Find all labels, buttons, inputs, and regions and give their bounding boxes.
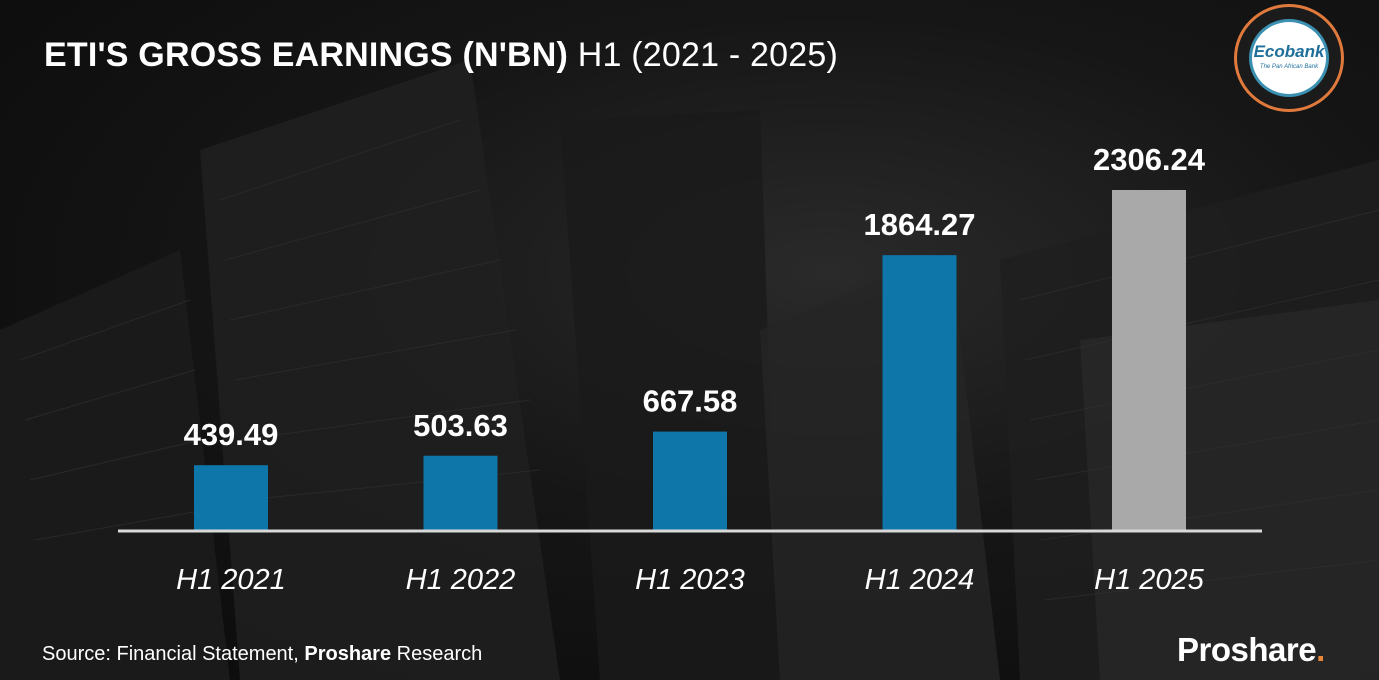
- ecobank-logo-tagline: The Pan African Bank: [1259, 64, 1319, 70]
- chart-title-period: H1 (2021 - 2025): [577, 36, 838, 74]
- source-note: Source: Financial Statement, Proshare Re…: [42, 643, 482, 666]
- data-label: 667.58: [643, 384, 738, 419]
- x-tick-label: H1 2022: [406, 564, 516, 596]
- bar-h1-2024: [882, 255, 957, 531]
- chart-title: ETI'S GROSS EARNINGS (N'BN) H1 (2021 - 2…: [44, 36, 838, 75]
- proshare-logo-wordmark: Proshare: [1177, 631, 1317, 668]
- bar-h1-2021: [194, 465, 268, 530]
- data-label: 2306.24: [1093, 142, 1206, 177]
- bar-h1-2025: [1112, 190, 1186, 530]
- proshare-logo-dot: .: [1316, 631, 1325, 668]
- source-suffix: Research: [396, 643, 483, 665]
- bar-h1-2022: [423, 455, 498, 530]
- source-prefix: Source: Financial Statement,: [42, 643, 299, 665]
- x-tick-label: H1 2021: [176, 564, 286, 596]
- x-tick-label: H1 2025: [1094, 564, 1205, 596]
- data-label: 439.49: [184, 417, 279, 452]
- chart-title-main: ETI'S GROSS EARNINGS (N'BN): [44, 36, 569, 74]
- x-tick-label: H1 2023: [635, 564, 745, 596]
- bar-h1-2023: [653, 431, 727, 530]
- ecobank-logo-badge: Ecobank The Pan African Bank: [1249, 19, 1329, 97]
- ecobank-logo-wordmark: Ecobank: [1253, 42, 1325, 61]
- ecobank-logo: Ecobank The Pan African Bank: [1234, 4, 1344, 112]
- data-label: 1864.27: [863, 207, 975, 242]
- source-brand: Proshare: [304, 643, 392, 665]
- data-label: 503.63: [413, 408, 508, 443]
- proshare-logo: Proshare.: [1177, 631, 1325, 669]
- x-tick-label: H1 2024: [865, 564, 975, 596]
